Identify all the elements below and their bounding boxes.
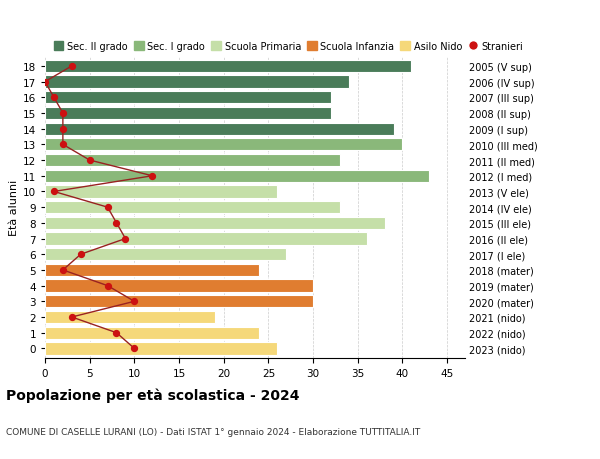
Bar	[45, 61, 412, 73]
Point	[130, 345, 139, 353]
Bar	[45, 264, 259, 276]
Bar	[45, 202, 340, 214]
Point	[103, 204, 112, 211]
Text: Popolazione per età scolastica - 2024: Popolazione per età scolastica - 2024	[6, 388, 299, 403]
Bar	[45, 217, 385, 230]
Point	[76, 251, 86, 258]
Point	[121, 235, 130, 243]
Point	[58, 110, 68, 118]
Point	[130, 298, 139, 305]
Point	[67, 313, 77, 321]
Point	[49, 95, 59, 102]
Bar	[45, 139, 403, 151]
Bar	[45, 76, 349, 89]
Bar	[45, 327, 259, 339]
Bar	[45, 186, 277, 198]
Point	[103, 282, 112, 290]
Y-axis label: Età alunni: Età alunni	[8, 179, 19, 236]
Bar	[45, 296, 313, 308]
Text: COMUNE DI CASELLE LURANI (LO) - Dati ISTAT 1° gennaio 2024 - Elaborazione TUTTIT: COMUNE DI CASELLE LURANI (LO) - Dati IST…	[6, 427, 420, 436]
Bar	[45, 342, 277, 355]
Legend: Sec. II grado, Sec. I grado, Scuola Primaria, Scuola Infanzia, Asilo Nido, Stran: Sec. II grado, Sec. I grado, Scuola Prim…	[50, 38, 527, 56]
Bar	[45, 92, 331, 104]
Bar	[45, 233, 367, 245]
Point	[112, 329, 121, 336]
Point	[49, 188, 59, 196]
Bar	[45, 170, 429, 183]
Bar	[45, 280, 313, 292]
Point	[67, 63, 77, 70]
Point	[40, 79, 50, 86]
Point	[58, 126, 68, 133]
Bar	[45, 311, 215, 324]
Bar	[45, 249, 286, 261]
Point	[85, 157, 94, 164]
Point	[112, 220, 121, 227]
Point	[58, 267, 68, 274]
Bar	[45, 123, 394, 135]
Bar	[45, 108, 331, 120]
Point	[58, 141, 68, 149]
Point	[148, 173, 157, 180]
Bar	[45, 155, 340, 167]
